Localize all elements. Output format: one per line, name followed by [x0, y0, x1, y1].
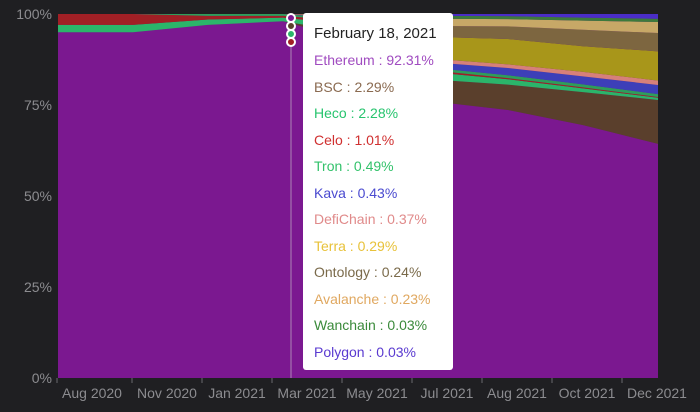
area-celo [58, 14, 658, 98]
tooltip-row: Heco : 2.28% [314, 105, 399, 121]
area-heco [58, 17, 658, 100]
area-avalanche [58, 14, 658, 34]
y-tick-label: 25% [24, 279, 52, 295]
hover-marker [286, 29, 296, 39]
x-tick-label: Aug 2020 [62, 385, 122, 401]
hover-tooltip: February 18, 2021 Ethereum : 92.31% BSC :… [303, 13, 453, 370]
hover-marker [286, 21, 296, 31]
hover-marker [286, 13, 296, 23]
area-defichain [58, 14, 658, 85]
area-polygon [58, 14, 658, 19]
tooltip-row: Wanchain : 0.03% [314, 317, 428, 333]
hover-marker [286, 37, 296, 47]
x-axis: Aug 2020 Nov 2020 Jan 2021 Mar 2021 May 2021… [56, 378, 687, 401]
tooltip-row: Celo : 1.01% [314, 131, 395, 148]
x-tick-label: Jan 2021 [208, 385, 266, 401]
x-tick-label: Mar 2021 [277, 385, 336, 401]
y-axis: 0% 25% 50% 75% 100% [16, 6, 52, 386]
x-tick-label: Nov 2020 [137, 385, 197, 401]
x-tick-label: Dec 2021 [627, 385, 687, 401]
area-tron [58, 14, 658, 98]
tooltip-row: Ethereum : 92.31% [314, 52, 434, 68]
tooltip-row: Ontology : 0.24% [314, 264, 422, 280]
tooltip-row: BSC : 2.29% [314, 78, 395, 95]
y-tick-label: 0% [32, 370, 52, 386]
area-kava [58, 14, 658, 95]
x-tick-label: Aug 2021 [487, 385, 547, 401]
x-tick-label: May 2021 [346, 385, 408, 401]
tooltip-row: Polygon : 0.03% [314, 343, 416, 360]
area-wanchain [58, 14, 658, 23]
y-tick-label: 100% [16, 6, 52, 22]
tooltip-row: Tron : 0.49% [314, 158, 394, 174]
tooltip-row: Avalanche : 0.23% [314, 290, 431, 307]
y-tick-label: 50% [24, 188, 52, 204]
tooltip-row: Terra : 0.29% [314, 237, 398, 254]
tooltip-row: DefiChain : 0.37% [314, 211, 427, 227]
x-tick-label: Oct 2021 [559, 385, 616, 401]
hover-markers [286, 13, 296, 47]
y-tick-label: 75% [24, 97, 52, 113]
tooltip-date: February 18, 2021 [314, 25, 437, 42]
area-ontology [58, 14, 658, 52]
x-tick-label: Jul 2021 [421, 385, 474, 401]
tooltip-row: Kava : 0.43% [314, 184, 398, 201]
area-terra [58, 14, 658, 81]
tooltip-rows: Ethereum : 92.31% BSC : 2.29% Heco : 2.28%… [314, 51, 453, 369]
